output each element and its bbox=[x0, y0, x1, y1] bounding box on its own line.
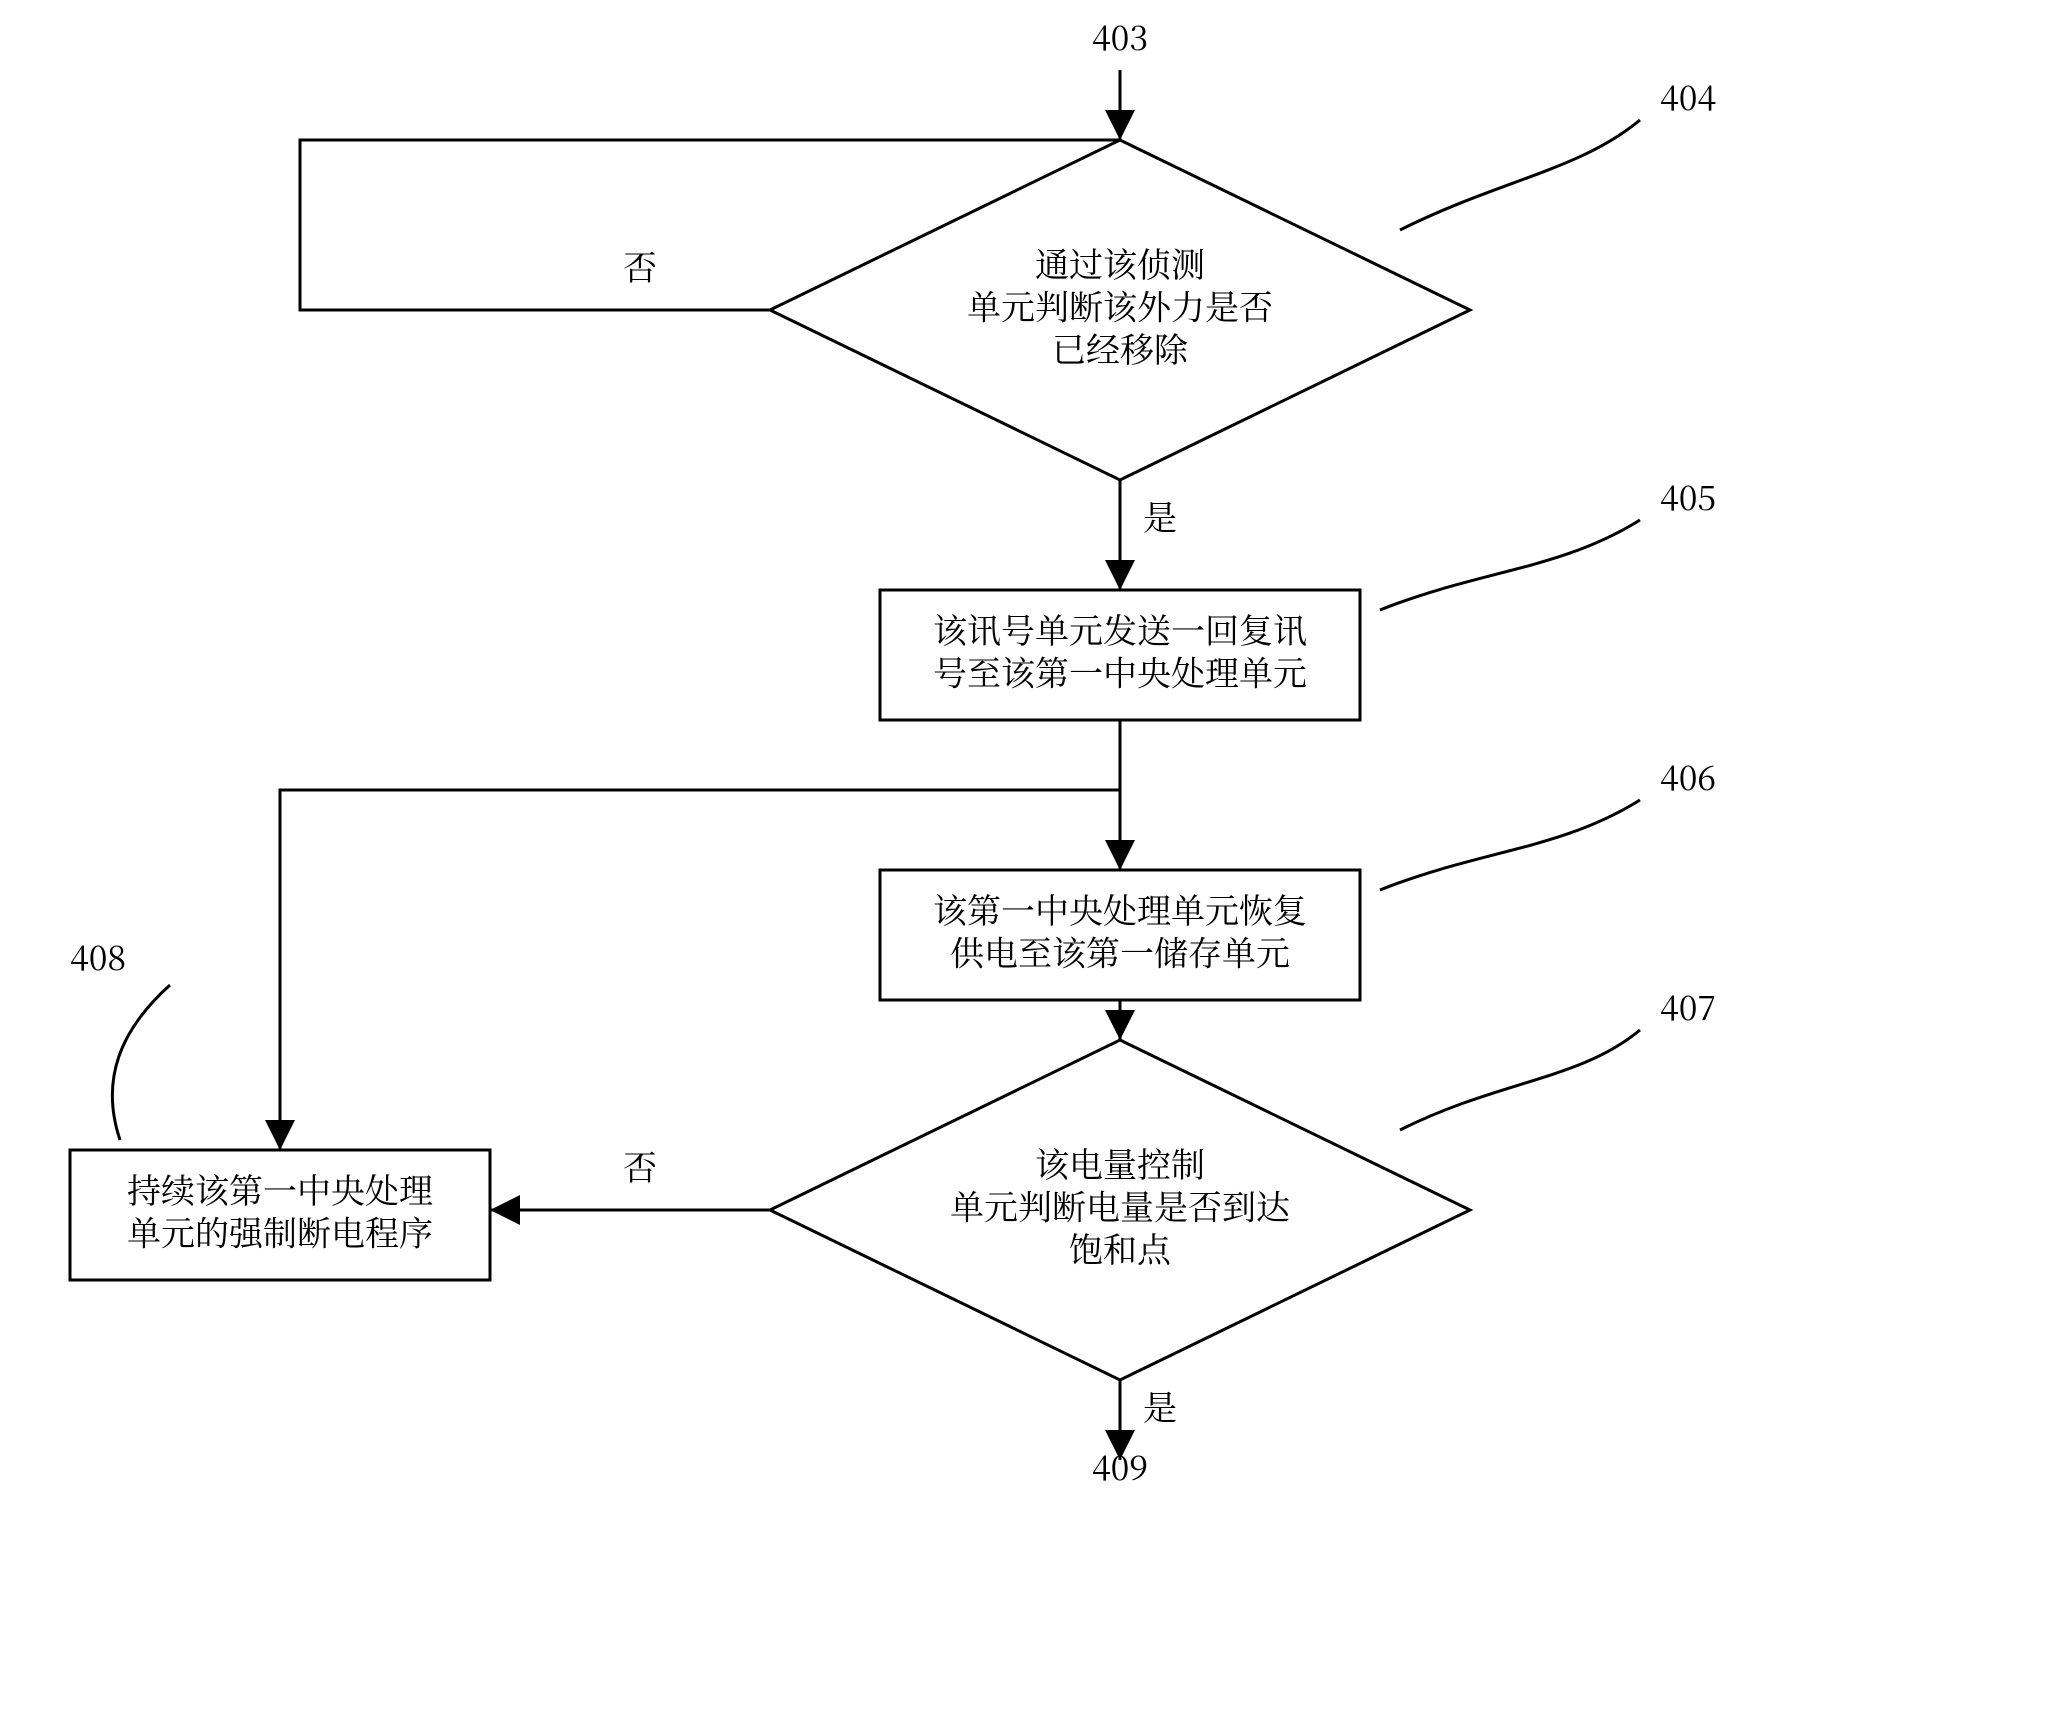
leader-label-407: 407 bbox=[1660, 981, 1716, 1030]
offpage-n403: 403 bbox=[1092, 11, 1148, 60]
leader-label-408: 408 bbox=[70, 931, 126, 980]
leader-404 bbox=[1400, 120, 1640, 230]
decision-n404-text-line-2: 已经移除 bbox=[1052, 323, 1189, 372]
leader-label-405: 405 bbox=[1660, 471, 1716, 520]
process-n408-text-line-1: 单元的强制断电程序 bbox=[127, 1207, 433, 1256]
edge-label-7: 是 bbox=[1143, 1381, 1177, 1430]
leader-label-406: 406 bbox=[1660, 751, 1716, 800]
leader-406 bbox=[1380, 800, 1640, 890]
offpage-n409: 409 bbox=[1092, 1441, 1148, 1490]
process-n406-text-line-1: 供电至该第一储存单元 bbox=[950, 927, 1290, 976]
process-n405-text-line-1: 号至该第一中央处理单元 bbox=[933, 647, 1307, 696]
leader-label-404: 404 bbox=[1660, 71, 1716, 120]
leader-405 bbox=[1380, 520, 1640, 610]
edge-label-6: 否 bbox=[623, 1141, 657, 1190]
edge-label-1: 否 bbox=[623, 241, 657, 290]
flowchart-diagram: 否是否是 403通过该侦测单元判断该外力是否已经移除该讯号单元发送一回复讯号至该… bbox=[0, 0, 2046, 1718]
leader-407 bbox=[1400, 1030, 1640, 1130]
edge-label-2: 是 bbox=[1143, 491, 1177, 540]
leader-408 bbox=[112, 985, 170, 1140]
decision-n407-text-line-2: 饱和点 bbox=[1069, 1223, 1172, 1272]
